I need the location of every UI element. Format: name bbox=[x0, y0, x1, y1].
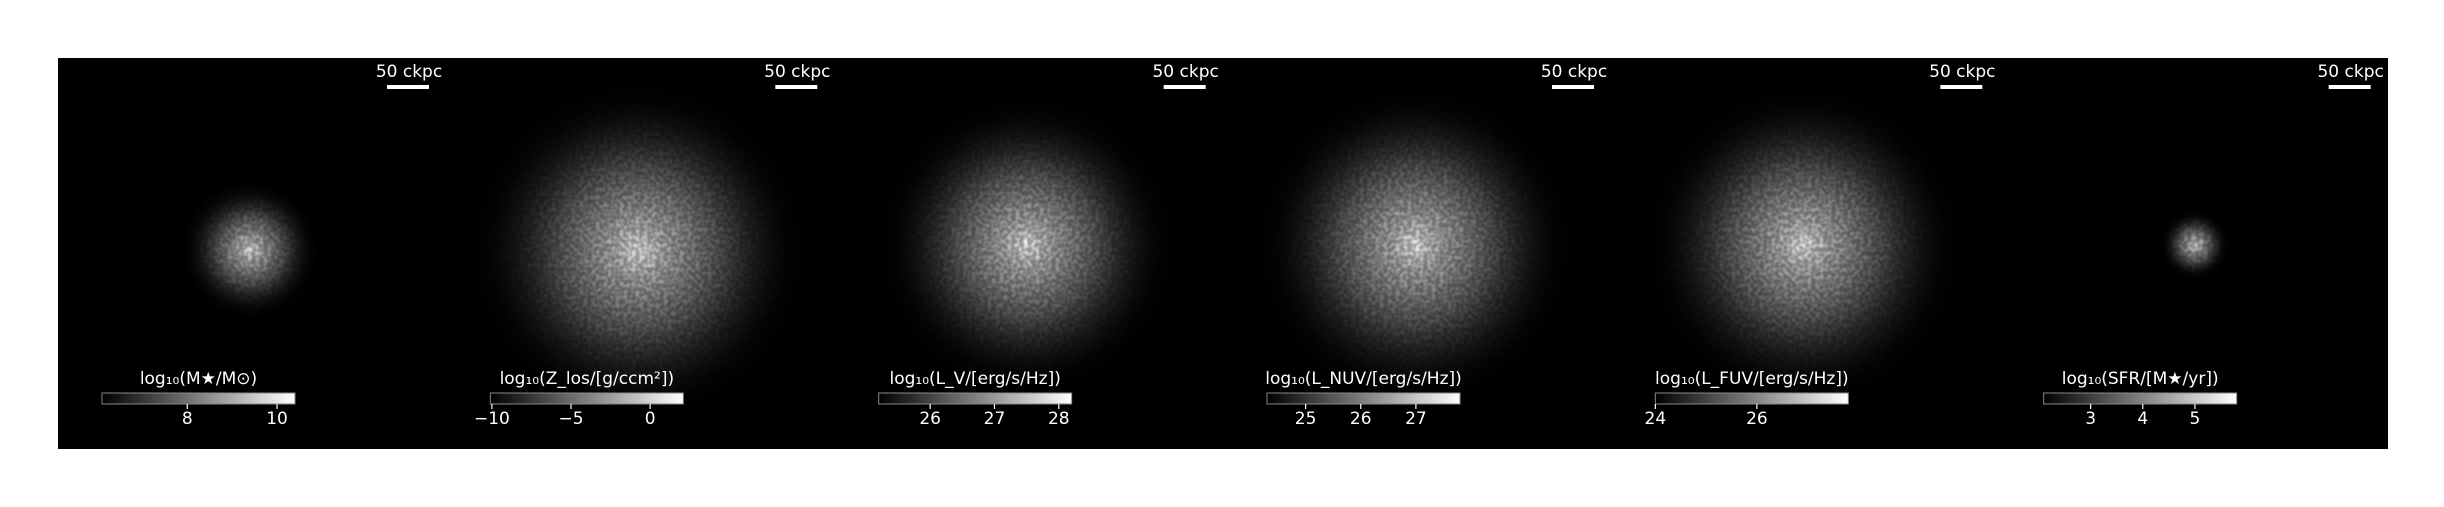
tick-label: −5 bbox=[558, 409, 583, 429]
galaxy-texture bbox=[2163, 213, 2227, 277]
colorbar bbox=[2043, 392, 2238, 405]
tick-label: 26 bbox=[1350, 409, 1372, 429]
tick-label: 25 bbox=[1295, 409, 1317, 429]
colorbar bbox=[101, 392, 296, 405]
galaxy-texture bbox=[1659, 101, 1948, 389]
panel: 50 ckpc log₁₀(L_FUV/[erg/s/Hz]) 24 26 bbox=[1643, 62, 1996, 429]
colorbar-label: log₁₀(L_V/[erg/s/Hz]) bbox=[889, 369, 1060, 389]
panel: 50 ckpc log₁₀(Z_los/[g/ccm²]) −10 −5 0 bbox=[468, 62, 831, 429]
tick-label: 24 bbox=[1645, 409, 1667, 429]
colorbar bbox=[1266, 392, 1461, 405]
colorbar bbox=[489, 392, 684, 405]
tick-label: 10 bbox=[266, 409, 288, 429]
scale-label: 50 ckpc bbox=[1929, 62, 1995, 82]
tick-label: 28 bbox=[1048, 409, 1070, 429]
tick-label: 4 bbox=[2137, 409, 2148, 429]
panel: 50 ckpc log₁₀(L_NUV/[erg/s/Hz]) 25 26 27 bbox=[1255, 62, 1607, 429]
colorbar-label: log₁₀(SFR/[M★/yr]) bbox=[2062, 369, 2219, 389]
scale-label: 50 ckpc bbox=[1541, 62, 1607, 82]
galaxy-texture bbox=[187, 187, 313, 313]
scale-label: 50 ckpc bbox=[764, 62, 830, 82]
scale-label: 50 ckpc bbox=[376, 62, 442, 82]
tick-label: 0 bbox=[645, 409, 656, 429]
colorbar-label: log₁₀(Z_los/[g/ccm²]) bbox=[500, 369, 675, 389]
tick-label: 5 bbox=[2190, 409, 2201, 429]
tick-label: 3 bbox=[2085, 409, 2096, 429]
tick-label: 27 bbox=[1405, 409, 1427, 429]
scale-label: 50 ckpc bbox=[1152, 62, 1218, 82]
tick-label: −10 bbox=[474, 409, 510, 429]
colorbar bbox=[878, 392, 1073, 405]
image-area bbox=[58, 58, 2388, 449]
panel: 50 ckpc log₁₀(L_V/[erg/s/Hz]) 26 27 28 bbox=[876, 62, 1219, 429]
galaxy-texture bbox=[1271, 101, 1559, 389]
colorbar bbox=[1654, 392, 1849, 405]
galaxy-texture bbox=[891, 110, 1162, 380]
panel: 50 ckpc log₁₀(M★/M⊙) 8 10 bbox=[101, 62, 442, 429]
panel: 50 ckpc log₁₀(SFR/[M★/yr]) 3 4 5 bbox=[2043, 62, 2384, 429]
galaxy-texture bbox=[485, 97, 792, 403]
tick-label: 26 bbox=[919, 409, 941, 429]
tick-label: 8 bbox=[182, 409, 193, 429]
colorbar-label: log₁₀(L_NUV/[erg/s/Hz]) bbox=[1265, 369, 1462, 389]
scale-label: 50 ckpc bbox=[2317, 62, 2383, 82]
colorbar-label: log₁₀(M★/M⊙) bbox=[140, 369, 257, 389]
colorbar-label: log₁₀(L_FUV/[erg/s/Hz]) bbox=[1655, 369, 1849, 389]
tick-label: 26 bbox=[1746, 409, 1768, 429]
tick-label: 27 bbox=[984, 409, 1006, 429]
